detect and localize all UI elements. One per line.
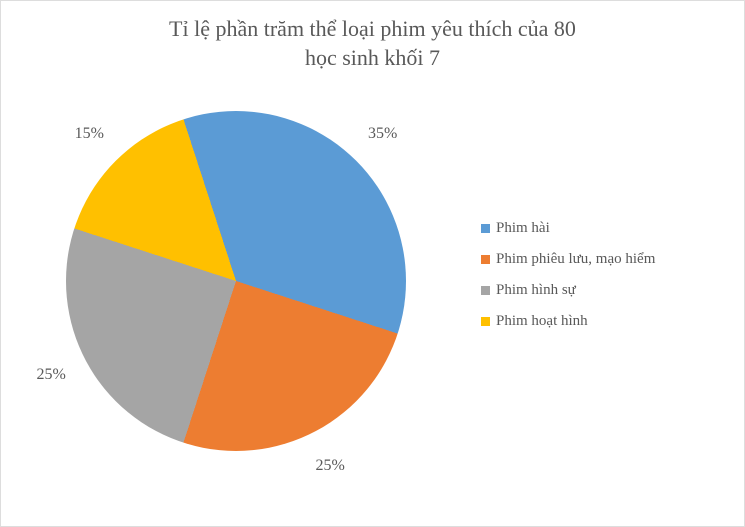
legend-label-3: Phim hoạt hình bbox=[496, 313, 588, 330]
slice-label-3: 15% bbox=[75, 125, 104, 143]
legend-label-2: Phim hình sự bbox=[496, 282, 576, 299]
pie-chart bbox=[66, 111, 406, 451]
slice-label-0: 35% bbox=[368, 125, 397, 143]
chart-title-line2: học sinh khối 7 bbox=[305, 45, 440, 70]
legend-item-3: Phim hoạt hình bbox=[481, 313, 655, 330]
chart-title: Tỉ lệ phần trăm thể loại phim yêu thích … bbox=[1, 15, 744, 72]
legend-item-2: Phim hình sự bbox=[481, 282, 655, 299]
legend-label-0: Phim hài bbox=[496, 220, 550, 237]
slice-label-1: 25% bbox=[315, 457, 344, 475]
legend: Phim hài Phim phiêu lưu, mạo hiểm Phim h… bbox=[481, 206, 655, 344]
legend-swatch-0 bbox=[481, 224, 490, 233]
slice-label-2: 25% bbox=[37, 366, 66, 384]
legend-label-1: Phim phiêu lưu, mạo hiểm bbox=[496, 251, 655, 268]
legend-item-1: Phim phiêu lưu, mạo hiểm bbox=[481, 251, 655, 268]
legend-swatch-2 bbox=[481, 286, 490, 295]
legend-item-0: Phim hài bbox=[481, 220, 655, 237]
chart-title-line1: Tỉ lệ phần trăm thể loại phim yêu thích … bbox=[169, 16, 576, 41]
legend-swatch-3 bbox=[481, 317, 490, 326]
legend-swatch-1 bbox=[481, 255, 490, 264]
pie-chart-container: Tỉ lệ phần trăm thể loại phim yêu thích … bbox=[0, 0, 745, 527]
pie-area: 35% 25% 25% 15% bbox=[66, 111, 406, 451]
